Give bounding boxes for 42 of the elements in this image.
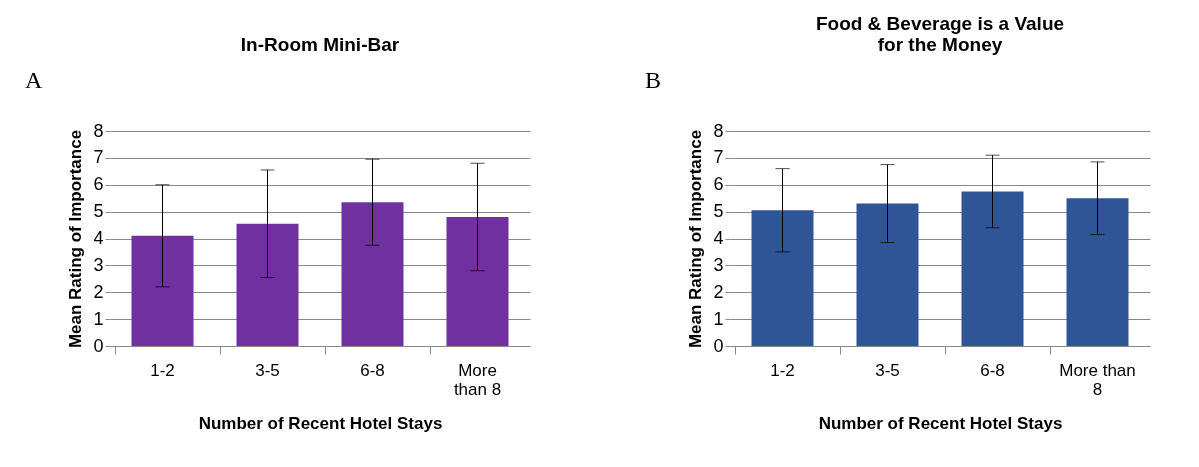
- bar: [751, 210, 814, 346]
- x-axis-title: Number of Recent Hotel Stays: [818, 413, 1063, 433]
- x-tick-label: 6-8: [980, 360, 1005, 380]
- y-tick-label: 6: [713, 174, 724, 195]
- bar: [961, 191, 1024, 346]
- y-tick-label: 8: [93, 120, 104, 141]
- y-tick-label: 7: [713, 147, 724, 168]
- y-tick-label: 5: [713, 201, 724, 222]
- y-tick-label: 1: [713, 308, 724, 329]
- x-tick-label: 6-8: [360, 360, 385, 380]
- y-tick-label: 8: [713, 120, 724, 141]
- chart-title: Food & Beverage is a Value for the Money: [815, 13, 1065, 55]
- x-tick-label: 3-5: [255, 360, 280, 380]
- y-tick-label: 3: [713, 254, 724, 275]
- text: A: [25, 67, 43, 93]
- x-tick-label: 1-2: [150, 360, 175, 380]
- y-tick-label: 1: [93, 308, 104, 329]
- y-axis-title: Mean Rating of Importance: [66, 129, 86, 349]
- x-tick-label: More than 8: [1059, 360, 1136, 399]
- bar: [446, 217, 509, 346]
- x-tick-label: 1-2: [770, 360, 795, 380]
- bar: [131, 235, 194, 346]
- y-tick-label: 6: [93, 174, 104, 195]
- x-tick-label: 3-5: [875, 360, 900, 380]
- bar: [341, 202, 404, 346]
- x-tick-label: More than 8: [453, 360, 502, 399]
- text: B: [645, 67, 662, 93]
- y-tick-label: 0: [93, 335, 104, 356]
- y-axis-title: Mean Rating of Importance: [686, 129, 706, 349]
- y-tick-label: 4: [93, 228, 104, 248]
- bar: [1066, 198, 1129, 346]
- y-tick-label: 5: [93, 201, 104, 222]
- y-tick-label: 4: [713, 228, 724, 248]
- x-axis-title: Number of Recent Hotel Stays: [198, 413, 443, 433]
- chart-title: In-Room Mini-Bar: [240, 34, 400, 55]
- y-tick-label: 3: [93, 254, 104, 275]
- bar: [856, 203, 919, 346]
- bar: [236, 223, 299, 346]
- y-tick-label: 0: [713, 335, 724, 356]
- y-tick-label: 2: [713, 281, 724, 302]
- y-tick-label: 7: [93, 147, 104, 168]
- y-tick-label: 2: [93, 281, 104, 302]
